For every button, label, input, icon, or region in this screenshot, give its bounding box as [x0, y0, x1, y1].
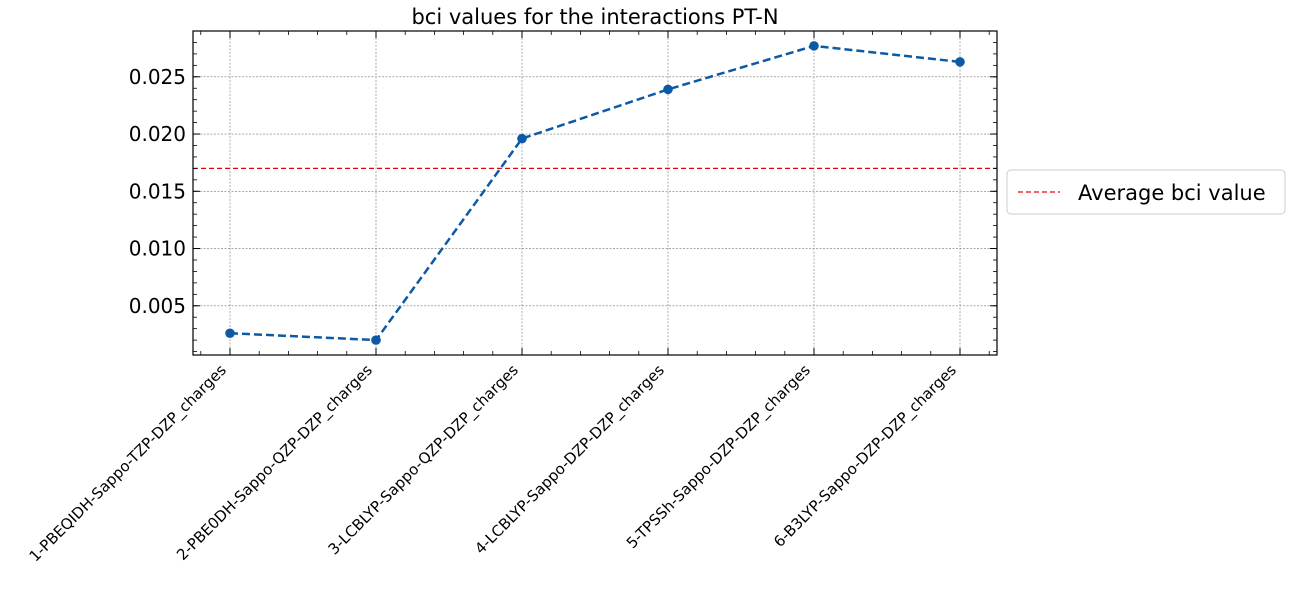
y-tick-label: 0.020: [129, 122, 186, 146]
data-point: [517, 133, 527, 144]
plot-frame: [192, 30, 998, 356]
data-point: [371, 335, 381, 345]
legend: Average bci value: [1006, 169, 1286, 215]
y-tick-labels: 0.005 0.010 0.015 0.020 0.025: [129, 65, 186, 318]
legend-box: [1006, 169, 1286, 215]
y-tick-label: 0.015: [129, 179, 186, 203]
data-points: [225, 41, 965, 345]
chart-title: bci values for the interactions PT-N: [411, 5, 778, 29]
axis-ticks: [193, 31, 997, 355]
y-tick-label: 0.005: [129, 294, 186, 318]
x-tick-labels: 1-PBEQIDH-Sappo-TZP-DZP_charges2-PBE0DH-…: [26, 361, 961, 566]
data-point: [955, 57, 965, 67]
data-point: [225, 328, 235, 339]
legend-label: Average bci value: [1078, 181, 1266, 205]
grid: [193, 31, 997, 355]
x-tick-label: 6-B3LYP-Sappo-DZP-DZP_charges: [770, 361, 961, 552]
data-point: [663, 84, 673, 95]
series-line: [229, 44, 961, 342]
y-tick-label: 0.025: [129, 65, 186, 89]
y-tick-label: 0.010: [129, 237, 186, 261]
data-point: [809, 41, 819, 51]
